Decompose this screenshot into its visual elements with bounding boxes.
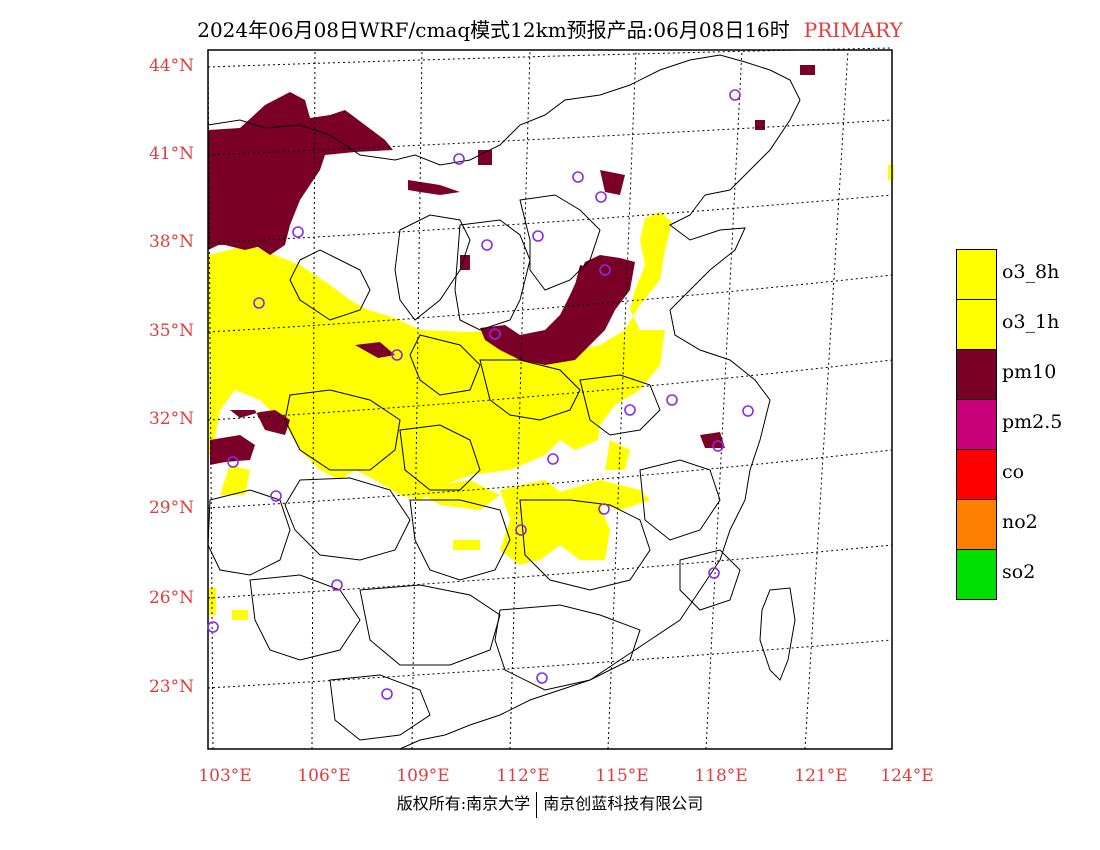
- copyright-footer: 版权所有:南京大学 南京创蓝科技有限公司: [0, 790, 1100, 818]
- lon-label-112e: 112°E: [496, 766, 550, 786]
- lat-label-26n: 26°N: [148, 588, 194, 608]
- station-markers: [207, 89, 754, 700]
- legend-swatch: [956, 349, 997, 400]
- legend-label: pm2.5: [1002, 411, 1063, 433]
- legend-label: pm10: [1002, 361, 1057, 383]
- legend-label: no2: [1002, 511, 1038, 533]
- footer-divider: [536, 791, 538, 818]
- lat-label-29n: 29°N: [148, 498, 194, 518]
- lat-label-32n: 32°N: [148, 409, 194, 429]
- copyright-owner: 版权所有:南京大学: [396, 794, 531, 813]
- lat-label-23n: 23°N: [148, 677, 194, 697]
- legend-item-o3-8h: o3_8h: [956, 249, 1100, 300]
- map-title: 2024年06月08日WRF/cmaq模式12km预报产品:06月08日16时 P…: [0, 14, 1100, 43]
- ozone-areas: [208, 165, 894, 620]
- legend-label: co: [1002, 461, 1025, 483]
- legend-item-co: co: [956, 449, 1100, 500]
- lon-label-115e: 115°E: [595, 766, 649, 786]
- boundaries: [207, 54, 801, 750]
- lat-label-41n: 41°N: [148, 144, 194, 164]
- lon-label-109e: 109°E: [396, 766, 450, 786]
- legend: o3_8h o3_1h pm10 pm2.5 co no2 so2: [956, 249, 1100, 600]
- legend-swatch: [956, 399, 997, 450]
- legend-swatch: [956, 499, 997, 550]
- lat-label-44n: 44°N: [148, 56, 194, 76]
- lon-label-121e: 121°E: [794, 766, 848, 786]
- legend-item-so2: so2: [956, 549, 1100, 600]
- pm10-areas: [208, 65, 815, 465]
- legend-item-pm10: pm10: [956, 349, 1100, 400]
- legend-item-no2: no2: [956, 499, 1100, 550]
- legend-swatch: [956, 549, 997, 600]
- mode-label: PRIMARY: [803, 18, 903, 42]
- title-text: 2024年06月08日WRF/cmaq模式12km预报产品:06月08日16时: [197, 18, 790, 42]
- legend-label: so2: [1002, 561, 1036, 583]
- map-frame: [207, 49, 893, 750]
- legend-label: o3_8h: [1002, 261, 1060, 283]
- lon-label-124e: 124°E: [880, 766, 934, 786]
- lon-label-118e: 118°E: [694, 766, 748, 786]
- legend-swatch: [956, 299, 997, 350]
- legend-swatch: [956, 449, 997, 500]
- lat-label-35n: 35°N: [148, 321, 194, 341]
- lat-label-38n: 38°N: [148, 232, 194, 252]
- lon-label-106e: 106°E: [297, 766, 351, 786]
- legend-swatch: [956, 249, 997, 300]
- copyright-company: 南京创蓝科技有限公司: [543, 794, 704, 813]
- lon-label-103e: 103°E: [198, 766, 252, 786]
- legend-label: o3_1h: [1002, 311, 1060, 333]
- legend-item-pm2-5: pm2.5: [956, 399, 1100, 450]
- legend-item-o3-1h: o3_1h: [956, 299, 1100, 350]
